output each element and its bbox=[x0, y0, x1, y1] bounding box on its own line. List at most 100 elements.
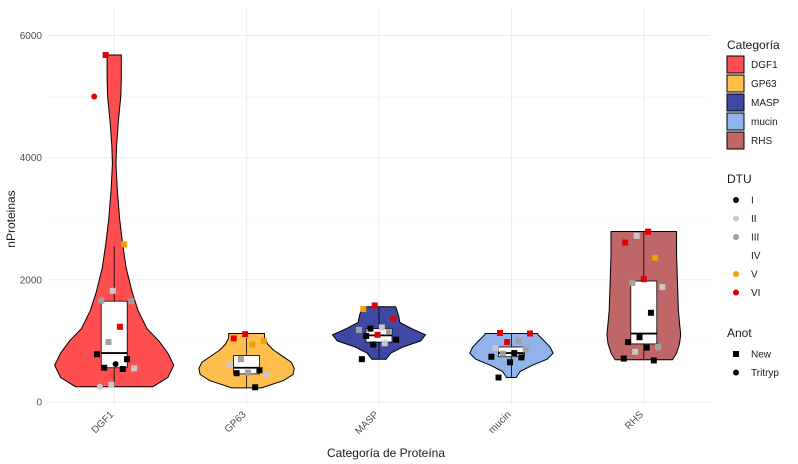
data-point bbox=[622, 239, 629, 246]
data-point bbox=[98, 297, 105, 304]
data-point bbox=[655, 343, 662, 350]
legend-dot bbox=[733, 234, 739, 240]
data-point bbox=[226, 361, 233, 368]
x-axis-ticks: DGF1 GP63 MASP mucin RHS bbox=[90, 409, 646, 437]
data-point bbox=[645, 228, 652, 235]
legend-swatch bbox=[726, 112, 745, 131]
data-point bbox=[263, 372, 270, 379]
legend-label: I bbox=[751, 196, 754, 207]
legend-label: III bbox=[751, 233, 759, 244]
data-point bbox=[378, 324, 385, 331]
data-point bbox=[363, 332, 370, 339]
violins bbox=[54, 54, 682, 389]
data-point bbox=[105, 339, 112, 346]
legend-dot bbox=[733, 197, 739, 203]
data-point bbox=[633, 232, 640, 239]
data-point bbox=[101, 364, 108, 371]
legend-dot bbox=[733, 252, 739, 259]
data-point bbox=[249, 341, 256, 348]
data-point bbox=[636, 334, 643, 341]
legend-label: V bbox=[751, 270, 758, 281]
data-point bbox=[504, 339, 511, 346]
data-point bbox=[131, 365, 138, 372]
x-tick-label: mucin bbox=[487, 409, 514, 436]
data-point bbox=[230, 335, 237, 342]
legend-label: IV bbox=[751, 251, 761, 262]
data-point bbox=[381, 340, 388, 347]
data-point bbox=[102, 52, 109, 59]
data-point bbox=[643, 344, 650, 351]
legends: CategoríaDGF1GP63MASPmucinRHSDTUIIIIIIIV… bbox=[726, 38, 780, 379]
legend-square bbox=[733, 351, 739, 357]
legend-title-categoria: Categoría bbox=[727, 38, 780, 52]
data-point bbox=[367, 325, 374, 332]
legend-dot bbox=[733, 289, 739, 296]
data-point bbox=[625, 339, 632, 346]
data-point bbox=[518, 354, 525, 361]
data-point bbox=[119, 365, 126, 372]
data-point bbox=[112, 361, 119, 368]
legend-label: VI bbox=[751, 288, 760, 299]
data-point bbox=[647, 309, 654, 316]
legend-title-dtu: DTU bbox=[727, 172, 752, 186]
legend-dot bbox=[733, 271, 739, 277]
y-tick-label: 4000 bbox=[20, 153, 43, 164]
data-point bbox=[511, 350, 518, 357]
data-point bbox=[109, 287, 116, 294]
legend-label: mucin bbox=[751, 117, 778, 128]
x-tick-label: GP63 bbox=[223, 409, 249, 435]
data-point bbox=[233, 370, 240, 377]
legend-label: RHS bbox=[751, 136, 772, 147]
x-tick-label: RHS bbox=[623, 409, 646, 432]
legend-swatch bbox=[726, 74, 745, 93]
data-point bbox=[124, 356, 131, 363]
y-tick-label: 2000 bbox=[20, 275, 43, 286]
x-tick-label: MASP bbox=[353, 409, 381, 437]
y-axis-ticks: 0 2000 4000 6000 bbox=[20, 31, 43, 408]
data-point bbox=[620, 355, 627, 362]
data-point bbox=[91, 93, 98, 100]
legend-label: MASP bbox=[751, 98, 780, 109]
data-point bbox=[386, 328, 392, 335]
data-point bbox=[128, 298, 135, 305]
data-point bbox=[496, 329, 503, 336]
legend-swatch bbox=[726, 93, 745, 112]
data-points bbox=[91, 52, 666, 391]
legend-circle bbox=[733, 369, 739, 376]
data-point bbox=[370, 341, 377, 348]
y-axis-title: nProteinas bbox=[4, 190, 18, 247]
legend-label: DGF1 bbox=[751, 60, 778, 71]
legend-label: II bbox=[751, 214, 757, 225]
data-point bbox=[492, 345, 499, 352]
data-point bbox=[390, 315, 397, 322]
legend-label: GP63 bbox=[751, 79, 777, 90]
data-point bbox=[629, 279, 636, 286]
data-point bbox=[108, 381, 115, 388]
legend-swatch bbox=[726, 55, 745, 74]
data-point bbox=[94, 351, 101, 358]
y-tick-label: 0 bbox=[36, 397, 42, 408]
data-point bbox=[371, 302, 378, 309]
legend-title-anot: Anot bbox=[727, 326, 752, 340]
legend-label: New bbox=[751, 350, 772, 361]
data-point bbox=[499, 350, 506, 357]
data-point bbox=[116, 323, 123, 330]
data-point bbox=[356, 326, 362, 333]
data-point bbox=[650, 357, 657, 364]
data-point bbox=[358, 356, 365, 363]
data-point bbox=[640, 276, 647, 283]
data-point bbox=[121, 241, 128, 248]
y-tick-label: 6000 bbox=[20, 31, 43, 42]
legend-swatch bbox=[726, 131, 745, 150]
data-point bbox=[393, 336, 400, 343]
data-point bbox=[360, 306, 367, 313]
x-axis-title: Categoría de Proteína bbox=[327, 446, 445, 460]
data-point bbox=[506, 359, 513, 366]
box-dgf1 bbox=[100, 300, 128, 369]
data-point bbox=[237, 356, 244, 363]
legend-label: Tritryp bbox=[751, 368, 779, 379]
data-point bbox=[652, 254, 659, 261]
data-point bbox=[245, 369, 252, 376]
data-point bbox=[659, 284, 666, 291]
